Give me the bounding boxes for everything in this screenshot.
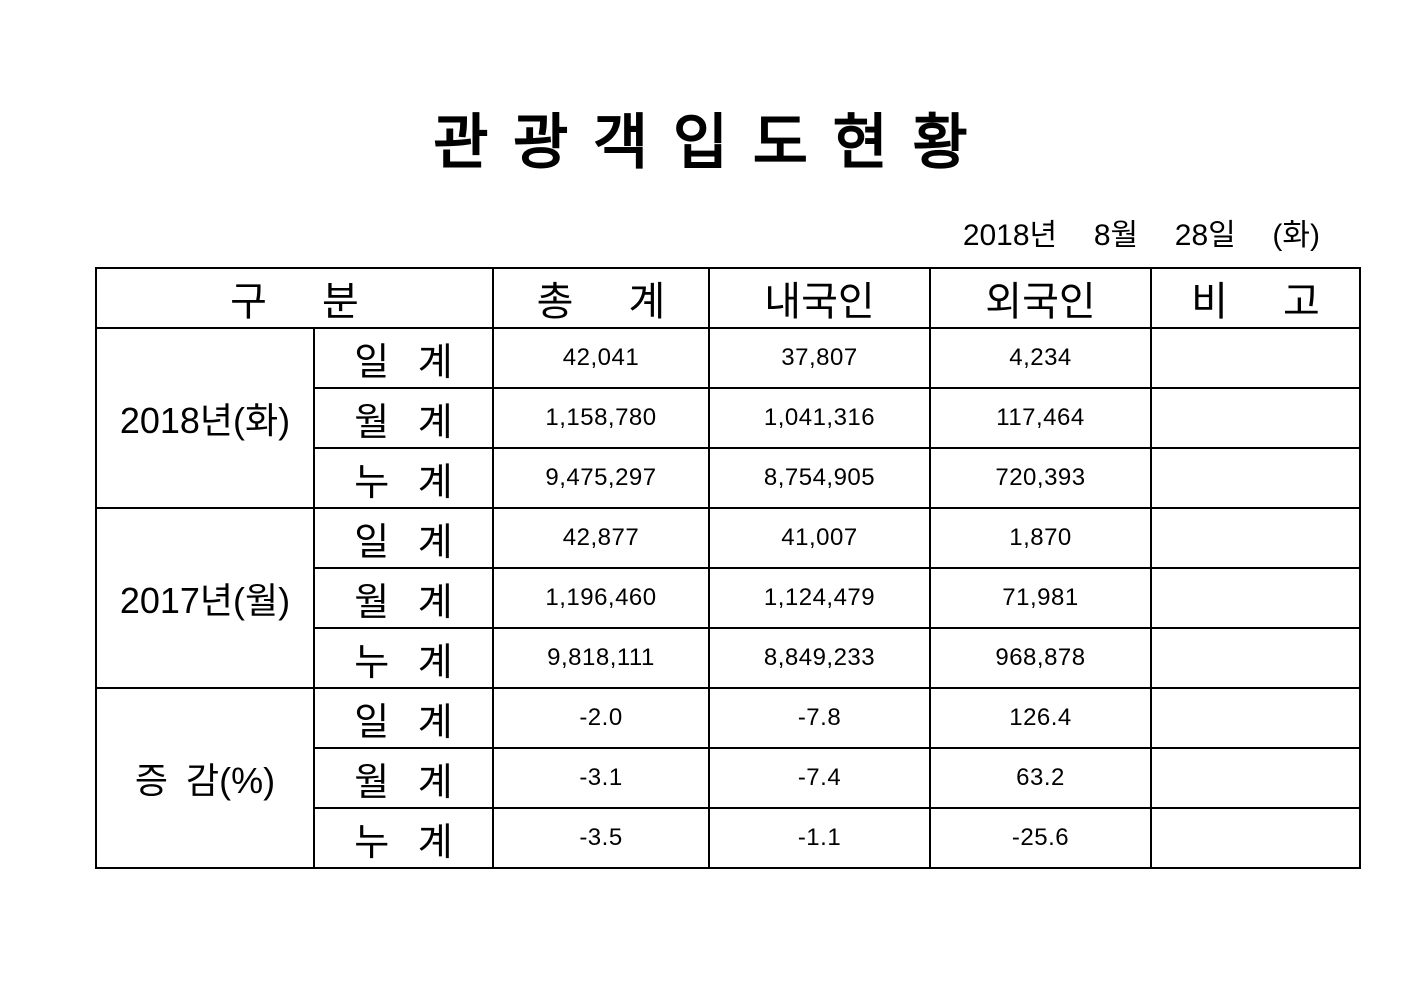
tourist-arrivals-table: 구 분 총 계 내국인 외국인 비 고 2018년(화) 일 계 42,041 … [95,267,1361,869]
table-row: 2018년(화) 일 계 42,041 37,807 4,234 [95,327,1361,509]
remarks-cell [1150,447,1361,509]
remarks-cell [1150,807,1361,869]
remarks-cell [1150,567,1361,629]
table-row: 누 계 -3.5 -1.1 -25.6 [96,807,1361,869]
total-value: 1,196,460 [492,567,710,629]
total-value: 1,158,780 [492,387,710,449]
document-title: 관 광 객 입 도 현 황 [433,109,970,176]
foreign-value: 63.2 [929,747,1152,809]
header-domestic: 내국인 [708,267,931,329]
total-value: 9,818,111 [492,627,710,689]
row-label: 월 계 [313,567,494,629]
header-foreign: 외국인 [929,267,1152,329]
table-row: 증 감(%) 일 계 -2.0 -7.8 126.4 [95,687,1361,869]
foreign-value: 117,464 [929,387,1152,449]
total-value: -2.0 [492,687,710,749]
row-label: 월 계 [313,387,494,449]
table-row: 2017년(월) 일 계 42,877 41,007 1,870 [95,507,1361,689]
domestic-value: 41,007 [708,507,931,569]
foreign-value: 126.4 [929,687,1152,749]
remarks-cell [1150,327,1361,389]
domestic-value: 8,754,905 [708,447,931,509]
foreign-value: 720,393 [929,447,1152,509]
header-total: 총 계 [492,267,710,329]
domestic-value: 8,849,233 [708,627,931,689]
domestic-value: -7.8 [708,687,931,749]
group-label-change: 증 감(%) [95,687,315,869]
group-label-2017: 2017년(월) [95,507,315,689]
remarks-cell [1150,687,1361,749]
table-row: 월 계 -3.1 -7.4 63.2 [96,747,1361,809]
domestic-value: 1,124,479 [708,567,931,629]
foreign-value: 968,878 [929,627,1152,689]
row-label: 일 계 [313,327,494,389]
domestic-value: -7.4 [708,747,931,809]
total-value: 9,475,297 [492,447,710,509]
domestic-value: 37,807 [708,327,931,389]
table-row: 누 계 9,475,297 8,754,905 720,393 [96,447,1361,509]
domestic-value: -1.1 [708,807,931,869]
table-row: 누 계 9,818,111 8,849,233 968,878 [96,627,1361,689]
row-label: 일 계 [313,687,494,749]
row-label: 누 계 [313,807,494,869]
foreign-value: 71,981 [929,567,1152,629]
row-label: 누 계 [313,627,494,689]
report-date: 2018년 8월 28일 (화) [962,219,1320,252]
remarks-cell [1150,747,1361,809]
row-label: 월 계 [313,747,494,809]
header-category: 구 분 [95,267,494,329]
row-label: 일 계 [313,507,494,569]
group-label-2018: 2018년(화) [95,327,315,509]
remarks-cell [1150,627,1361,689]
remarks-cell [1150,387,1361,449]
total-value: 42,041 [492,327,710,389]
domestic-value: 1,041,316 [708,387,931,449]
header-remarks: 비 고 [1150,267,1361,329]
row-label: 누 계 [313,447,494,509]
header-row: 구 분 총 계 내국인 외국인 비 고 [95,267,1361,329]
table-row: 월 계 1,196,460 1,124,479 71,981 [96,567,1361,629]
remarks-cell [1150,507,1361,569]
total-value: -3.1 [492,747,710,809]
total-value: 42,877 [492,507,710,569]
foreign-value: 4,234 [929,327,1152,389]
total-value: -3.5 [492,807,710,869]
table-row: 월 계 1,158,780 1,041,316 117,464 [96,387,1361,449]
foreign-value: -25.6 [929,807,1152,869]
foreign-value: 1,870 [929,507,1152,569]
